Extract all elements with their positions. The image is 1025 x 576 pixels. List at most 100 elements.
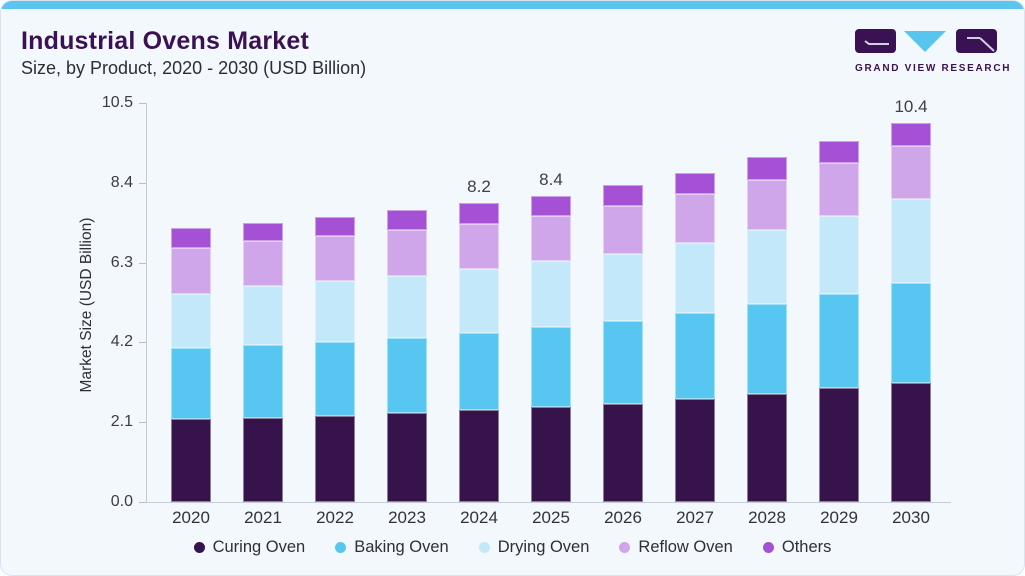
segment-drying-oven-2023 xyxy=(387,276,427,339)
segment-baking-oven-2024 xyxy=(459,333,499,410)
legend-label-baking-oven: Baking Oven xyxy=(354,538,449,556)
y-tick-label-4.2: 4.2 xyxy=(110,333,133,351)
legend-label-others: Others xyxy=(781,538,832,556)
segment-baking-oven-2023 xyxy=(387,338,427,413)
segment-others-2025 xyxy=(531,195,571,216)
page-subtitle: Size, by Product, 2020 - 2030 (USD Billi… xyxy=(21,58,367,78)
legend-label-reflow-oven: Reflow Oven xyxy=(638,538,733,556)
segment-others-2028 xyxy=(747,157,787,180)
y-tick-mark xyxy=(139,182,146,184)
y-tick-mark xyxy=(139,103,146,104)
legend-item-others: Others xyxy=(762,538,832,557)
x-tick-label-2022: 2022 xyxy=(316,508,354,527)
segment-reflow-oven-2028 xyxy=(747,179,787,231)
brand-name: GRAND VIEW RESEARCH xyxy=(855,63,1012,74)
legend-label-curing-oven: Curing Oven xyxy=(212,538,306,556)
segment-reflow-oven-2025 xyxy=(531,215,571,262)
y-tick-mark xyxy=(139,422,146,424)
segment-drying-oven-2027 xyxy=(675,242,715,314)
x-tick-label-2021: 2021 xyxy=(244,508,282,527)
x-tick-label-2026: 2026 xyxy=(604,508,642,527)
bar-2030 xyxy=(891,123,931,502)
page-title: Industrial Ovens Market xyxy=(21,27,310,55)
segment-others-2021 xyxy=(243,222,283,241)
segment-drying-oven-2026 xyxy=(603,253,643,322)
bar-2029 xyxy=(819,140,859,502)
segment-curing-oven-2020 xyxy=(171,419,211,502)
bar-2025 xyxy=(531,195,571,502)
segment-baking-oven-2029 xyxy=(819,294,859,389)
total-label-2024: 8.2 xyxy=(467,177,491,197)
legend-item-curing-oven: Curing Oven xyxy=(193,538,306,557)
bar-2028 xyxy=(747,157,787,502)
segment-drying-oven-2028 xyxy=(747,230,787,304)
segment-reflow-oven-2023 xyxy=(387,230,427,277)
segment-drying-oven-2021 xyxy=(243,286,283,345)
segment-drying-oven-2020 xyxy=(171,293,211,348)
x-tick-label-2020: 2020 xyxy=(172,508,210,527)
y-tick-label-6.3: 6.3 xyxy=(110,253,133,271)
legend-dot-baking-oven xyxy=(335,542,347,553)
segment-others-2027 xyxy=(675,172,715,194)
y-tick-mark xyxy=(139,502,146,503)
bar-2026 xyxy=(603,185,643,502)
segment-reflow-oven-2029 xyxy=(819,163,859,216)
legend-dot-others xyxy=(762,542,774,553)
segment-others-2020 xyxy=(171,227,211,248)
segment-reflow-oven-2021 xyxy=(243,240,283,287)
segment-others-2026 xyxy=(603,185,643,206)
segment-others-2030 xyxy=(891,123,931,147)
legend-item-drying-oven: Drying Oven xyxy=(478,538,590,557)
bar-2020 xyxy=(171,227,211,502)
x-axis-line xyxy=(146,502,951,503)
legend-item-reflow-oven: Reflow Oven xyxy=(619,538,733,557)
segment-baking-oven-2028 xyxy=(747,303,787,395)
segment-others-2022 xyxy=(315,217,355,237)
legend-dot-drying-oven xyxy=(478,542,490,553)
segment-baking-oven-2027 xyxy=(675,313,715,399)
accent-top-bar xyxy=(1,1,1024,9)
segment-reflow-oven-2022 xyxy=(315,236,355,282)
segment-curing-oven-2030 xyxy=(891,383,931,502)
segment-reflow-oven-2027 xyxy=(675,193,715,243)
segment-reflow-oven-2030 xyxy=(891,146,931,200)
legend-item-baking-oven: Baking Oven xyxy=(335,538,449,557)
segment-curing-oven-2023 xyxy=(387,412,427,502)
y-tick-label-8.4: 8.4 xyxy=(110,173,133,191)
segment-curing-oven-2021 xyxy=(243,417,283,502)
segment-curing-oven-2025 xyxy=(531,407,571,502)
segment-baking-oven-2026 xyxy=(603,321,643,405)
y-tick-label-2.1: 2.1 xyxy=(110,413,133,431)
x-tick-label-2027: 2027 xyxy=(676,508,714,527)
bar-2024 xyxy=(459,203,499,502)
x-tick-label-2028: 2028 xyxy=(748,508,786,527)
segment-reflow-oven-2026 xyxy=(603,205,643,254)
y-axis-line xyxy=(146,103,147,502)
segment-baking-oven-2020 xyxy=(171,348,211,420)
legend-label-drying-oven: Drying Oven xyxy=(497,538,590,556)
segment-drying-oven-2024 xyxy=(459,269,499,334)
bar-2022 xyxy=(315,217,355,502)
x-tick-label-2025: 2025 xyxy=(532,508,570,527)
segment-curing-oven-2027 xyxy=(675,398,715,502)
y-tick-label-0.0: 0.0 xyxy=(110,493,133,510)
segment-curing-oven-2029 xyxy=(819,388,859,502)
segment-curing-oven-2028 xyxy=(747,394,787,502)
x-tick-label-2023: 2023 xyxy=(388,508,426,527)
bar-2023 xyxy=(387,210,427,502)
x-tick-label-2029: 2029 xyxy=(820,508,858,527)
segment-others-2029 xyxy=(819,140,859,164)
segment-baking-oven-2022 xyxy=(315,342,355,416)
legend-dot-reflow-oven xyxy=(619,542,631,553)
segment-drying-oven-2025 xyxy=(531,261,571,328)
y-tick-label-10.5: 10.5 xyxy=(101,94,133,111)
segment-baking-oven-2025 xyxy=(531,327,571,408)
y-tick-mark xyxy=(139,342,146,344)
total-label-2030: 10.4 xyxy=(894,97,928,117)
legend-dot-curing-oven xyxy=(193,542,205,553)
segment-drying-oven-2022 xyxy=(315,281,355,343)
segment-others-2023 xyxy=(387,210,427,231)
segment-reflow-oven-2020 xyxy=(171,247,211,294)
bar-2021 xyxy=(243,222,283,502)
